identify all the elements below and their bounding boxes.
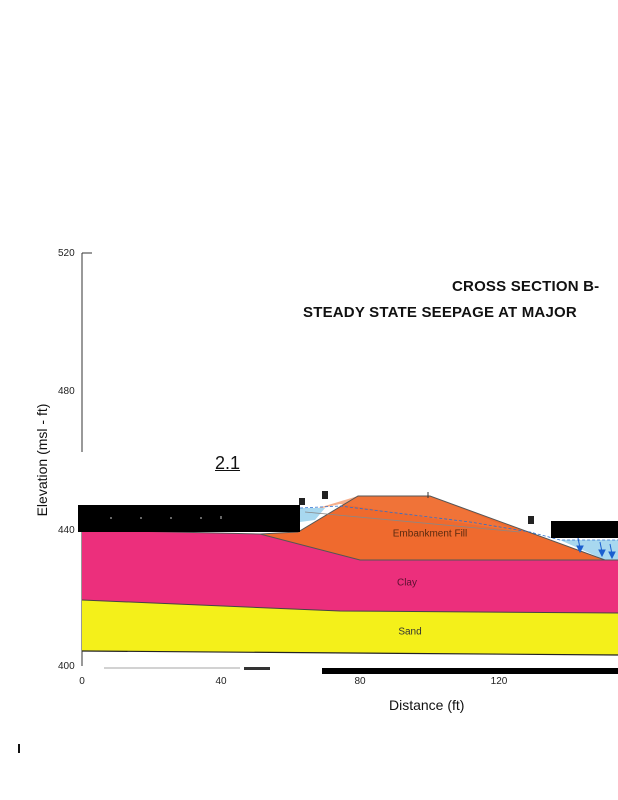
x-axis-label: Distance (ft): [389, 697, 465, 713]
page-mark: [18, 744, 20, 753]
factor-of-safety-label: 2.1: [215, 453, 241, 473]
title-line-2: STEADY STATE SEEPAGE AT MAJOR: [303, 304, 577, 321]
water-landside: [300, 508, 325, 522]
x-tick-80: 80: [354, 676, 366, 687]
x-tick-120: 120: [490, 676, 508, 687]
redaction-bar-left: [78, 505, 300, 532]
sand-layer: [82, 600, 618, 655]
redaction-mark-bottom-left: [244, 667, 270, 670]
x-tick-0: 0: [79, 676, 85, 687]
clay-label: Clay: [396, 577, 418, 589]
y-tick-400: 400: [58, 661, 75, 672]
y-tick-440: 440: [58, 525, 75, 536]
y-tick-480: 480: [58, 386, 75, 397]
sand-label: Sand: [398, 626, 422, 638]
crest-inner-line: [304, 511, 521, 533]
phreatic-line: [299, 505, 618, 541]
embankment-upper-band: [305, 496, 520, 532]
redacted-specks: [110, 516, 222, 519]
embankment-fill-label: Embankment Fill: [392, 528, 468, 540]
sand-top-line: [81, 599, 618, 614]
marker-3: [528, 516, 534, 524]
embankment-outline: [259, 495, 606, 561]
embankment-fill: [260, 496, 605, 560]
redaction-bar-bottom: [322, 668, 618, 674]
clay-layer: [82, 530, 618, 613]
seepage-arrows: [576, 537, 616, 560]
y-tick-520: 520: [58, 248, 75, 259]
x-tick-40: 40: [215, 676, 227, 687]
title-line-1: CROSS SECTION B-: [452, 278, 600, 295]
marker-2: [322, 491, 328, 499]
y-axis-label: Elevation (msl - ft): [34, 403, 50, 517]
redaction-bar-right: [551, 521, 618, 538]
marker-1: [299, 498, 305, 505]
bottom-line: [81, 650, 618, 656]
water-riverside: [560, 540, 618, 560]
